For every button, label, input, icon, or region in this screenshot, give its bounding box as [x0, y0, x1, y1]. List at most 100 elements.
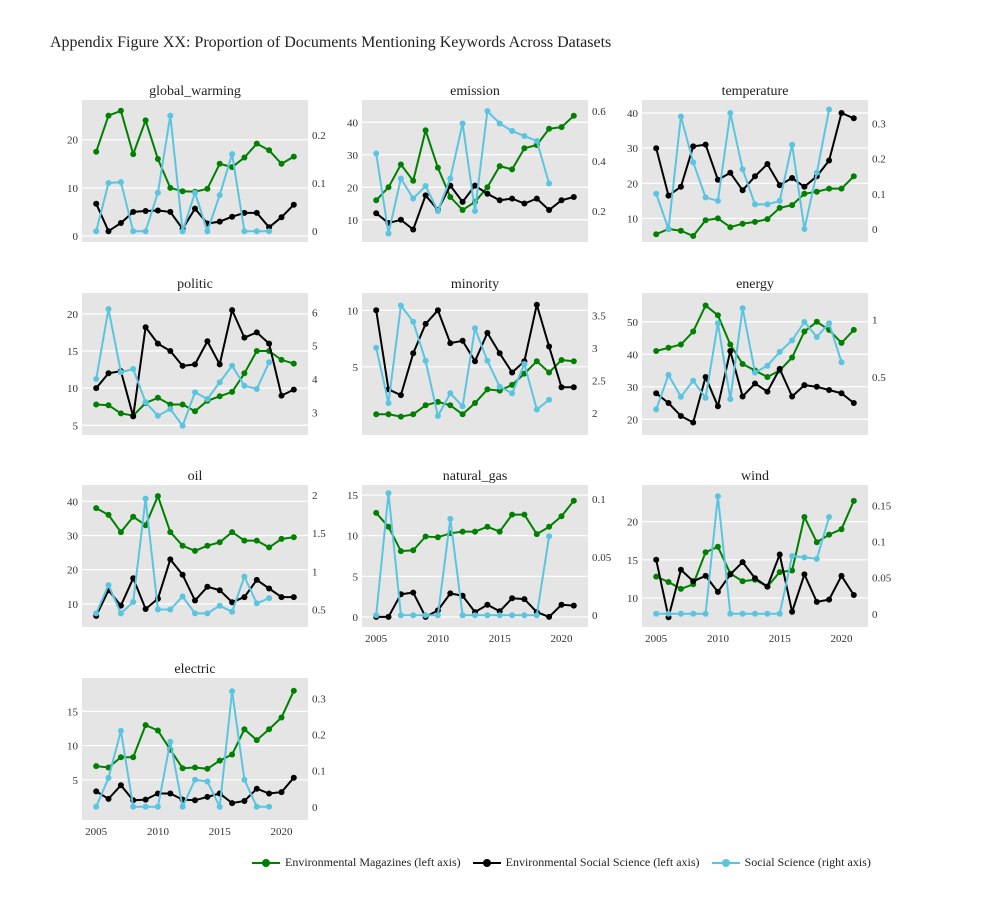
data-point-ss — [739, 305, 746, 312]
data-point-env-ss — [192, 797, 198, 804]
data-point-env-ss — [278, 594, 285, 601]
data-point-env-mag — [714, 215, 721, 222]
data-point-ss — [385, 490, 392, 497]
data-point-ss — [204, 610, 211, 617]
panel-background — [82, 100, 308, 242]
legend-swatch-env-mag — [252, 857, 280, 869]
data-point-env-ss — [850, 592, 857, 598]
data-point-ss — [192, 389, 198, 396]
data-point-env-mag — [192, 408, 198, 415]
x-tick-label: 2020 — [270, 826, 293, 838]
data-point-env-mag — [422, 402, 429, 409]
data-point-ss — [397, 302, 404, 309]
data-point-env-ss — [266, 790, 273, 797]
right-tick-label: 0.2 — [592, 206, 606, 218]
legend-item-env-ss[interactable]: Environmental Social Science (left axis) — [472, 855, 700, 870]
data-point-env-mag — [142, 722, 149, 729]
data-point-env-ss — [459, 337, 466, 344]
panel-title: wind — [741, 469, 769, 484]
data-point-env-ss — [253, 329, 260, 336]
data-point-env-ss — [204, 338, 211, 345]
data-point-env-mag — [459, 528, 466, 535]
data-point-ss — [801, 226, 808, 232]
data-point-ss — [216, 379, 223, 386]
data-point-env-ss — [241, 594, 248, 601]
data-point-env-mag — [509, 381, 516, 388]
panel-title: energy — [736, 277, 774, 292]
data-point-env-ss — [93, 200, 100, 207]
data-point-env-mag — [105, 112, 112, 119]
data-point-env-mag — [801, 328, 808, 335]
data-point-env-ss — [533, 301, 540, 308]
data-point-env-ss — [727, 571, 734, 578]
left-tick-label: 0 — [353, 612, 359, 624]
data-point-env-ss — [167, 790, 174, 797]
data-point-env-mag — [204, 185, 211, 192]
data-point-ss — [130, 228, 137, 235]
data-point-env-ss — [410, 350, 417, 357]
data-point-env-mag — [385, 411, 392, 418]
data-point-ss — [484, 108, 491, 114]
right-tick-label: 0 — [312, 226, 318, 238]
panel-background — [642, 485, 868, 627]
data-point-env-ss — [447, 340, 454, 347]
data-point-env-mag — [459, 411, 466, 418]
data-point-env-mag — [509, 166, 516, 173]
data-point-env-mag — [397, 548, 404, 555]
data-point-env-mag — [229, 529, 236, 536]
data-point-env-ss — [764, 388, 771, 395]
data-point-env-ss — [764, 161, 771, 167]
data-point-env-mag — [472, 528, 478, 535]
data-point-env-ss — [739, 187, 746, 194]
panel-minority: 5 10 2 2.5 3 3.5 minority — [347, 277, 606, 435]
legend-item-env-mag[interactable]: Environmental Magazines (left axis) — [252, 855, 461, 870]
data-point-env-mag — [253, 537, 260, 544]
data-point-ss — [130, 366, 137, 372]
left-tick-label: 15 — [627, 555, 639, 567]
data-point-ss — [826, 514, 833, 520]
data-point-env-mag — [290, 687, 297, 694]
data-point-ss — [216, 602, 223, 609]
data-point-ss — [410, 612, 417, 619]
data-point-ss — [434, 208, 441, 214]
data-point-env-mag — [484, 386, 491, 393]
data-point-env-ss — [801, 382, 808, 389]
data-point-ss — [167, 606, 174, 613]
data-point-env-mag — [714, 543, 721, 550]
data-point-env-ss — [702, 374, 709, 380]
data-point-env-mag — [570, 112, 577, 119]
data-point-ss — [192, 189, 198, 196]
data-point-env-mag — [776, 204, 783, 211]
data-point-env-mag — [826, 531, 833, 538]
data-point-env-ss — [484, 601, 491, 608]
data-point-env-ss — [838, 110, 845, 116]
data-point-ss — [801, 554, 808, 561]
data-point-env-mag — [739, 578, 746, 585]
data-point-env-ss — [130, 208, 137, 215]
data-point-env-ss — [179, 362, 186, 369]
data-point-env-mag — [204, 542, 211, 549]
right-tick-label: 0.6 — [592, 106, 606, 118]
data-point-env-mag — [167, 529, 174, 536]
data-point-env-ss — [290, 201, 297, 208]
left-tick-label: 5 — [73, 775, 79, 787]
data-point-env-ss — [253, 785, 260, 792]
data-point-ss — [702, 610, 709, 617]
panel-title: minority — [451, 277, 499, 292]
data-point-ss — [653, 610, 660, 617]
data-point-env-mag — [789, 202, 796, 209]
data-point-env-ss — [558, 384, 565, 391]
data-point-ss — [789, 141, 796, 148]
data-point-env-mag — [702, 217, 709, 224]
legend-item-ss[interactable]: Social Science (right axis) — [711, 855, 871, 870]
left-tick-label: 40 — [627, 349, 639, 361]
data-point-env-ss — [558, 197, 565, 204]
data-point-env-mag — [677, 341, 684, 348]
right-tick-label: 0 — [592, 610, 598, 622]
right-tick-label: 0.5 — [312, 605, 326, 617]
data-point-ss — [117, 369, 124, 376]
data-point-env-ss — [764, 583, 771, 590]
data-point-ss — [241, 776, 248, 783]
data-point-ss — [690, 159, 697, 166]
data-point-ss — [472, 208, 478, 214]
